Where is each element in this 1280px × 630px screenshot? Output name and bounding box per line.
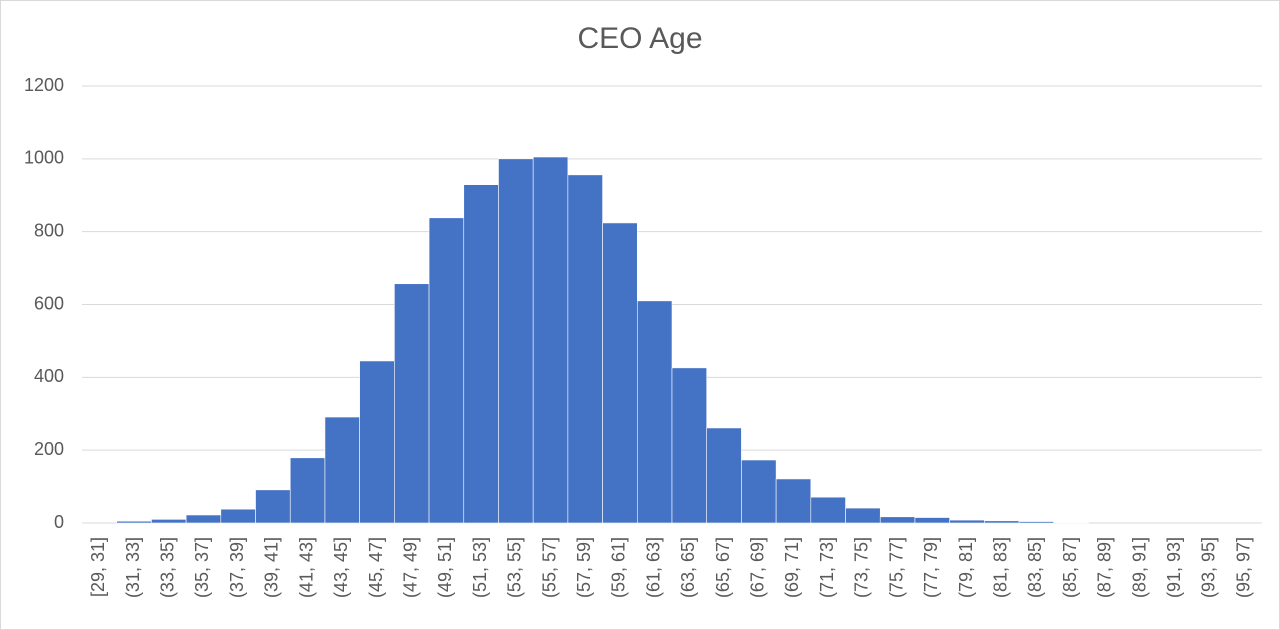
x-tick-label: (41, 43] <box>296 537 316 598</box>
x-tick-label: (69, 71] <box>782 537 802 598</box>
x-tick-label: (53, 55] <box>505 537 525 598</box>
bar <box>984 520 1020 524</box>
bar <box>949 519 985 524</box>
bar <box>116 520 152 524</box>
bar <box>706 427 742 524</box>
bar <box>532 156 569 524</box>
bar <box>741 459 777 524</box>
bar <box>567 174 603 524</box>
bar <box>914 517 950 524</box>
x-tick-label: (45, 47] <box>366 537 386 598</box>
x-tick-label: (71, 73] <box>817 537 837 598</box>
bar <box>394 283 430 524</box>
bar <box>289 457 326 524</box>
bar <box>879 516 916 524</box>
y-tick-label: 1000 <box>24 148 64 168</box>
x-tick-label: (75, 77] <box>886 537 906 598</box>
x-tick-label: (77, 79] <box>921 537 941 598</box>
x-tick-label: (65, 67] <box>713 537 733 598</box>
y-tick-label: 400 <box>34 366 64 386</box>
x-tick-label: (57, 59] <box>574 537 594 598</box>
bar <box>602 222 638 524</box>
x-tick-label: (51, 53] <box>470 537 490 598</box>
x-tick-label: (49, 51] <box>435 537 455 598</box>
bar <box>359 360 395 524</box>
x-tick-label: (47, 49] <box>400 537 420 598</box>
x-tick-label: (81, 83] <box>990 537 1010 598</box>
bar <box>255 489 291 524</box>
x-tick-label: (59, 61] <box>609 537 629 598</box>
bar <box>1018 521 1055 524</box>
bar <box>220 508 256 524</box>
x-tick-label: (91, 93] <box>1164 537 1184 598</box>
chart-title: CEO Age <box>577 22 702 55</box>
x-tick-label: (83, 85] <box>1025 537 1045 598</box>
y-tick-label: 800 <box>34 220 64 240</box>
bar <box>463 184 499 524</box>
x-tick-label: (87, 89] <box>1095 537 1115 598</box>
bar <box>636 300 673 524</box>
x-tick-label: (67, 69] <box>748 537 768 598</box>
bar <box>810 496 846 524</box>
x-tick-label: (31, 33] <box>123 537 143 598</box>
x-tick-label: (93, 95] <box>1199 537 1219 598</box>
bar <box>671 367 708 524</box>
x-tick-label: (55, 57] <box>539 537 559 598</box>
y-tick-label: 1200 <box>24 75 64 95</box>
bar <box>428 217 465 524</box>
y-tick-label: 200 <box>34 439 64 459</box>
x-tick-label: (63, 65] <box>678 537 698 598</box>
x-tick-label: (35, 37] <box>192 537 212 598</box>
bar <box>845 507 881 524</box>
x-tick-label: (95, 97] <box>1233 537 1253 598</box>
x-tick-label: (61, 63] <box>643 537 663 598</box>
x-tick-label: (85, 87] <box>1060 537 1080 598</box>
x-tick-label: (39, 41] <box>262 537 282 598</box>
x-tick-label: (89, 91] <box>1129 537 1149 598</box>
x-tick-label: (79, 81] <box>956 537 976 598</box>
bar <box>324 416 360 524</box>
bar <box>498 158 534 524</box>
bar <box>775 478 812 524</box>
x-tick-label: (37, 39] <box>227 537 247 598</box>
bar <box>185 514 222 524</box>
x-tick-label: (73, 75] <box>852 537 872 598</box>
y-tick-label: 0 <box>54 512 64 532</box>
x-tick-label: (43, 45] <box>331 537 351 598</box>
x-tick-label: [29, 31] <box>88 537 108 597</box>
x-tick-label: (33, 35] <box>158 537 178 598</box>
y-tick-label: 600 <box>34 293 64 313</box>
bar <box>151 519 187 524</box>
